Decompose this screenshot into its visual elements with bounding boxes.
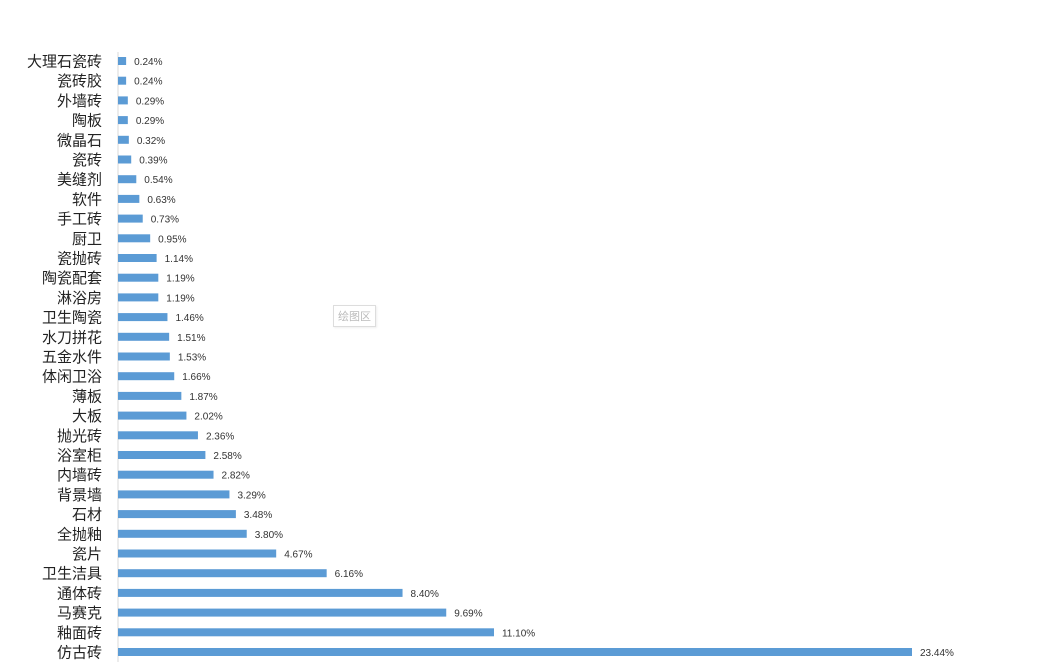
category-label: 微晶石 bbox=[57, 131, 102, 149]
category-label: 体闲卫浴 bbox=[42, 368, 102, 386]
data-label: 0.63% bbox=[147, 195, 175, 206]
category-label: 釉面砖 bbox=[57, 624, 102, 642]
data-label: 0.29% bbox=[136, 96, 164, 107]
category-label: 薄板 bbox=[72, 387, 102, 405]
category-label: 瓷砖胶 bbox=[57, 72, 102, 90]
bar bbox=[118, 332, 170, 341]
data-label: 8.40% bbox=[411, 589, 439, 600]
category-label: 卫生陶瓷 bbox=[42, 309, 102, 327]
category-label: 浴室柜 bbox=[57, 447, 102, 465]
data-label: 1.66% bbox=[182, 372, 210, 383]
data-label: 9.69% bbox=[454, 609, 482, 620]
data-label: 2.36% bbox=[206, 431, 234, 442]
category-label: 大理石瓷砖 bbox=[27, 53, 102, 71]
bar bbox=[118, 648, 912, 656]
bar bbox=[118, 234, 151, 243]
bar bbox=[118, 155, 132, 164]
bar bbox=[118, 313, 168, 322]
bar bbox=[118, 372, 175, 381]
bar bbox=[118, 470, 214, 479]
category-label: 手工砖 bbox=[57, 210, 102, 228]
data-label: 1.19% bbox=[166, 293, 194, 304]
data-label: 2.82% bbox=[222, 471, 250, 482]
category-label: 陶板 bbox=[72, 112, 102, 130]
bar bbox=[118, 451, 206, 459]
data-label: 0.39% bbox=[139, 156, 167, 167]
category-label: 水刀拼花 bbox=[42, 328, 102, 346]
bar bbox=[118, 391, 182, 400]
category-label: 仿古砖 bbox=[57, 644, 102, 662]
data-label: 0.73% bbox=[151, 215, 179, 226]
category-label: 全抛釉 bbox=[57, 525, 102, 543]
data-label: 3.48% bbox=[244, 510, 272, 521]
bar bbox=[118, 57, 127, 65]
category-label: 陶瓷配套 bbox=[42, 269, 102, 287]
bar bbox=[118, 135, 129, 144]
bar bbox=[118, 529, 247, 538]
data-label: 0.95% bbox=[158, 234, 186, 245]
data-label: 3.29% bbox=[237, 490, 265, 501]
bar bbox=[118, 588, 403, 597]
data-label: 6.16% bbox=[335, 569, 363, 580]
data-label: 0.29% bbox=[136, 116, 164, 127]
data-label: 3.80% bbox=[255, 530, 283, 541]
data-label: 0.32% bbox=[137, 136, 165, 147]
category-label: 内墙砖 bbox=[57, 466, 102, 484]
bar bbox=[118, 569, 327, 578]
bar bbox=[118, 116, 128, 125]
data-label: 4.67% bbox=[284, 550, 312, 561]
category-label: 五金水件 bbox=[42, 348, 102, 366]
data-label: 2.02% bbox=[194, 412, 222, 423]
bar bbox=[118, 411, 187, 420]
category-label: 石材 bbox=[72, 506, 102, 524]
bar bbox=[118, 254, 157, 262]
data-label: 1.51% bbox=[177, 333, 205, 344]
bar bbox=[118, 608, 447, 617]
plot-area-tooltip: 绘图区 bbox=[333, 305, 376, 327]
category-label: 淋浴房 bbox=[57, 289, 102, 307]
category-label: 美缝剂 bbox=[57, 171, 102, 189]
category-label: 马赛克 bbox=[57, 604, 102, 622]
bar bbox=[118, 490, 230, 499]
bar bbox=[118, 96, 128, 105]
category-label: 卫生洁具 bbox=[42, 565, 102, 583]
category-label: 背景墙 bbox=[57, 486, 102, 504]
bar bbox=[118, 431, 198, 440]
category-label: 厨卫 bbox=[72, 230, 102, 248]
category-label: 瓷抛砖 bbox=[57, 250, 102, 268]
data-label: 1.19% bbox=[166, 274, 194, 285]
bar bbox=[118, 352, 170, 361]
data-label: 0.24% bbox=[134, 77, 162, 88]
bar bbox=[118, 549, 277, 558]
data-label: 1.87% bbox=[189, 392, 217, 403]
category-label: 大板 bbox=[72, 407, 102, 425]
category-label: 抛光砖 bbox=[57, 427, 102, 445]
data-label: 11.10% bbox=[502, 628, 535, 639]
category-label: 瓷砖 bbox=[72, 151, 102, 169]
bar bbox=[118, 194, 140, 203]
category-label: 通体砖 bbox=[57, 584, 102, 602]
data-label: 0.24% bbox=[134, 57, 162, 68]
category-label: 外墙砖 bbox=[57, 92, 102, 110]
data-label: 0.54% bbox=[144, 175, 172, 186]
data-label: 2.58% bbox=[213, 451, 241, 462]
category-label: 软件 bbox=[72, 190, 102, 208]
data-label: 1.46% bbox=[175, 313, 203, 324]
data-label: 1.53% bbox=[178, 353, 206, 364]
bar bbox=[118, 214, 143, 223]
bar bbox=[118, 293, 159, 302]
bar bbox=[118, 175, 137, 184]
bar bbox=[118, 510, 236, 519]
data-label: 23.44% bbox=[920, 648, 954, 659]
bar bbox=[118, 628, 494, 637]
category-label: 瓷片 bbox=[72, 545, 102, 563]
bar bbox=[118, 273, 159, 282]
data-label: 1.14% bbox=[165, 254, 193, 265]
bar bbox=[118, 76, 127, 85]
